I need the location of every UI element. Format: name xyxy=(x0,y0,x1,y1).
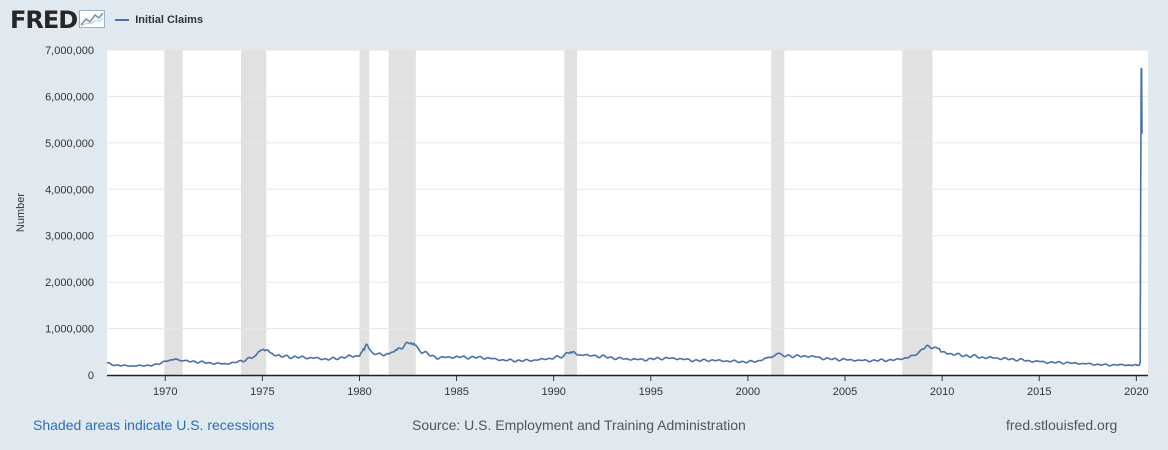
x-tick-label: 1990 xyxy=(541,386,565,398)
recession-band xyxy=(164,50,183,375)
x-tick-label: 2010 xyxy=(930,386,954,398)
y-tick-label: 3,000,000 xyxy=(45,231,94,243)
x-tick-label: 2000 xyxy=(736,386,760,398)
fred-logo-chart-icon xyxy=(79,10,106,28)
legend-swatch xyxy=(115,19,130,21)
recession-band xyxy=(388,50,416,375)
y-tick-label: 2,000,000 xyxy=(45,277,94,289)
recession-band xyxy=(241,50,267,375)
x-tick-label: 1975 xyxy=(250,386,274,398)
site-url-link[interactable]: fred.stlouisfed.org xyxy=(1006,417,1118,433)
y-tick-label: 5,000,000 xyxy=(45,138,94,150)
legend-label: Initial Claims xyxy=(135,14,204,26)
x-tick-label: 2020 xyxy=(1124,386,1148,398)
plot-area xyxy=(107,50,1148,375)
series-line xyxy=(106,67,1143,367)
recession-band xyxy=(564,50,578,375)
y-tick-label: 6,000,000 xyxy=(45,91,94,103)
recession-band xyxy=(771,50,785,375)
x-tick-label: 1995 xyxy=(639,386,663,398)
y-tick-label: 4,000,000 xyxy=(45,184,94,196)
y-tick-label: 7,000,000 xyxy=(45,45,94,57)
x-tick-label: 1985 xyxy=(444,386,468,398)
y-axis-title: Number xyxy=(15,193,27,232)
recession-note-link[interactable]: Shaded areas indicate U.S. recessions xyxy=(33,417,275,433)
fred-logo: FRED xyxy=(10,6,78,34)
y-tick-label: 0 xyxy=(88,370,94,382)
recession-band xyxy=(359,50,370,375)
x-tick-label: 1970 xyxy=(153,386,177,398)
x-tick-label: 1980 xyxy=(347,386,371,398)
x-tick-label: 2005 xyxy=(833,386,857,398)
x-tick-label: 2015 xyxy=(1027,386,1051,398)
legend[interactable]: Initial Claims xyxy=(115,14,203,26)
recession-band xyxy=(902,50,933,375)
y-tick-label: 1,000,000 xyxy=(45,324,94,336)
chart-header: FRED Initial Claims xyxy=(10,6,203,34)
source-text: Source: U.S. Employment and Training Adm… xyxy=(412,417,746,433)
